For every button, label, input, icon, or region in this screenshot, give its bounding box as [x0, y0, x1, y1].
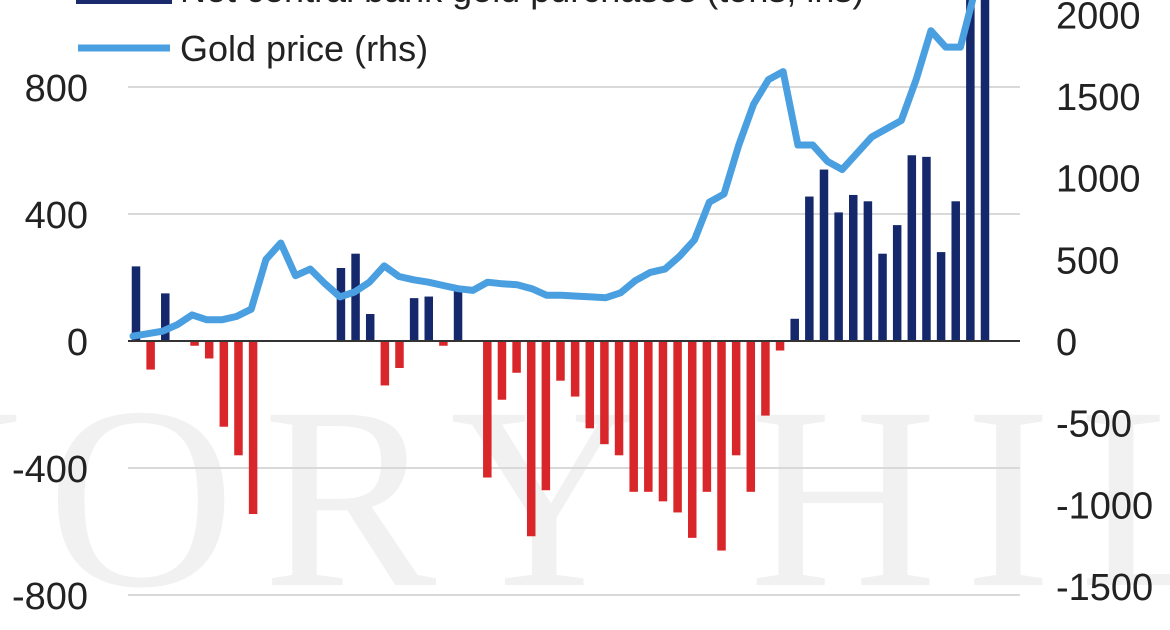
- right-tick-label: -500: [1056, 404, 1132, 446]
- bar: [541, 341, 551, 491]
- bar: [234, 341, 243, 456]
- bar: [907, 155, 917, 341]
- bar: [248, 341, 258, 515]
- bar: [614, 341, 624, 456]
- bar: [702, 341, 712, 492]
- right-tick-label: -1000: [1056, 485, 1153, 527]
- bar: [556, 341, 565, 381]
- bar: [190, 341, 199, 346]
- bar: [395, 341, 404, 368]
- left-tick-label: 800: [25, 68, 88, 110]
- bar: [600, 341, 609, 445]
- bar: [717, 341, 726, 551]
- bar: [892, 225, 902, 341]
- bar: [687, 341, 697, 538]
- bar: [351, 253, 360, 341]
- bar: [863, 201, 873, 341]
- bar: [453, 288, 463, 341]
- bar: [380, 341, 390, 386]
- bar: [761, 341, 770, 416]
- bar: [131, 266, 141, 341]
- watermark-text: IVORY HILL: [0, 354, 1170, 630]
- bar: [424, 296, 434, 341]
- legend-swatch-bars: [76, 0, 172, 4]
- bar: [746, 341, 756, 492]
- legend-label-bars: Net central bank gold purchases (tons, l…: [180, 0, 864, 10]
- bar: [731, 341, 741, 456]
- bar: [673, 341, 682, 513]
- bar: [497, 341, 507, 400]
- bar: [336, 267, 346, 341]
- bar: [805, 196, 814, 341]
- gold-price-line: [129, 0, 977, 340]
- bar: [644, 341, 653, 492]
- right-tick-label: -1500: [1056, 567, 1153, 609]
- left-tick-label: 0: [67, 322, 88, 364]
- watermark: IVORY HILL: [0, 354, 1170, 630]
- left-tick-label: 400: [25, 195, 88, 237]
- right-tick-label: 2000: [1056, 0, 1141, 37]
- bar: [585, 341, 595, 429]
- bar: [849, 194, 858, 341]
- bar: [878, 253, 887, 341]
- bar: [922, 156, 931, 341]
- bar: [204, 341, 214, 359]
- left-axis: 800 400 0 -400 -800: [12, 68, 88, 618]
- bar: [146, 341, 155, 370]
- bar: [219, 341, 229, 427]
- bar: [439, 341, 448, 346]
- bar: [365, 314, 375, 341]
- bar: [526, 341, 536, 537]
- legend: Net central bank gold purchases (tons, l…: [76, 0, 864, 69]
- bar: [512, 341, 521, 373]
- bar: [966, 0, 975, 341]
- left-tick-label: -800: [12, 576, 88, 618]
- bar: [483, 341, 492, 478]
- bar: [834, 212, 843, 341]
- bar: [775, 341, 785, 351]
- left-tick-label: -400: [12, 449, 88, 491]
- legend-label-line: Gold price (rhs): [180, 28, 428, 69]
- bar: [409, 298, 419, 341]
- bar: [161, 293, 170, 341]
- bar: [936, 252, 946, 341]
- bar: [951, 201, 960, 341]
- bar: [980, 0, 990, 341]
- right-axis: 2000 1500 1000 500 0 -500 -1000 -1500: [1056, 0, 1153, 609]
- right-tick-label: 500: [1056, 240, 1119, 282]
- bars: [131, 0, 990, 551]
- bar: [658, 341, 668, 502]
- bar: [570, 341, 580, 397]
- bar: [790, 318, 799, 341]
- right-tick-label: 0: [1056, 322, 1077, 364]
- bar: [819, 169, 829, 341]
- bar: [629, 341, 638, 492]
- right-tick-label: 1000: [1056, 159, 1141, 201]
- right-tick-label: 1500: [1056, 77, 1141, 119]
